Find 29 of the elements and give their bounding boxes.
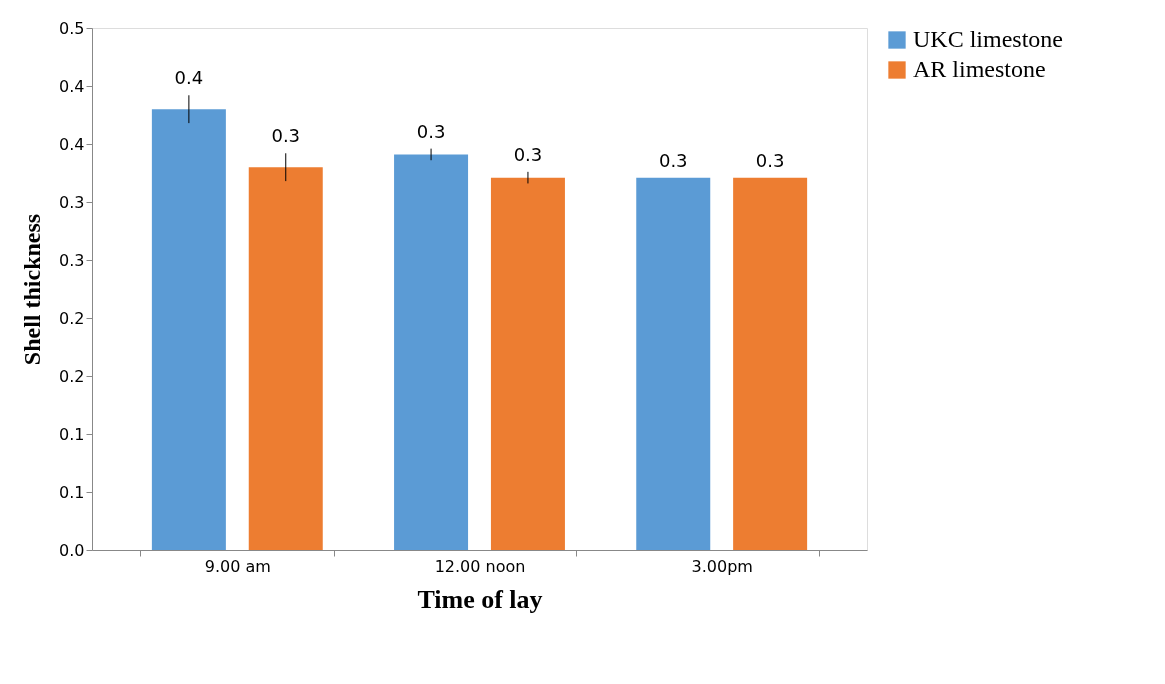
data-label: 0.4 [174, 67, 204, 89]
y-tick-label: 0.1 [59, 424, 85, 444]
y-tick-label: 0.0 [59, 540, 85, 560]
bar [151, 109, 226, 550]
data-label: 0.3 [513, 143, 543, 165]
bar [490, 177, 565, 550]
legend-label: AR limestone [913, 56, 1046, 82]
data-label: 0.3 [755, 149, 785, 171]
y-axis-title: Shell thickness [19, 213, 46, 366]
y-tick-label: 0.1 [59, 482, 85, 502]
x-tick-label: 9.00 am [204, 556, 271, 576]
bar [733, 177, 808, 550]
bar [248, 167, 323, 550]
bar [636, 177, 711, 550]
y-tick-label: 0.3 [59, 192, 85, 212]
x-tick-label: 12.00 noon [434, 556, 526, 576]
y-tick-label: 0.2 [59, 366, 85, 386]
x-tick-label: 3.00pm [691, 556, 753, 576]
bar [394, 154, 469, 550]
y-tick-label: 0.5 [59, 18, 85, 38]
x-axis-title: Time of lay [417, 584, 543, 614]
y-tick-label: 0.4 [59, 134, 85, 154]
y-tick-label: 0.4 [59, 76, 85, 96]
data-label: 0.3 [271, 125, 301, 147]
y-tick-label: 0.2 [59, 308, 85, 328]
y-tick-label: 0.3 [59, 250, 85, 270]
legend-label: UKC limestone [913, 26, 1063, 52]
data-label: 0.3 [658, 149, 688, 171]
data-label: 0.3 [416, 120, 446, 142]
